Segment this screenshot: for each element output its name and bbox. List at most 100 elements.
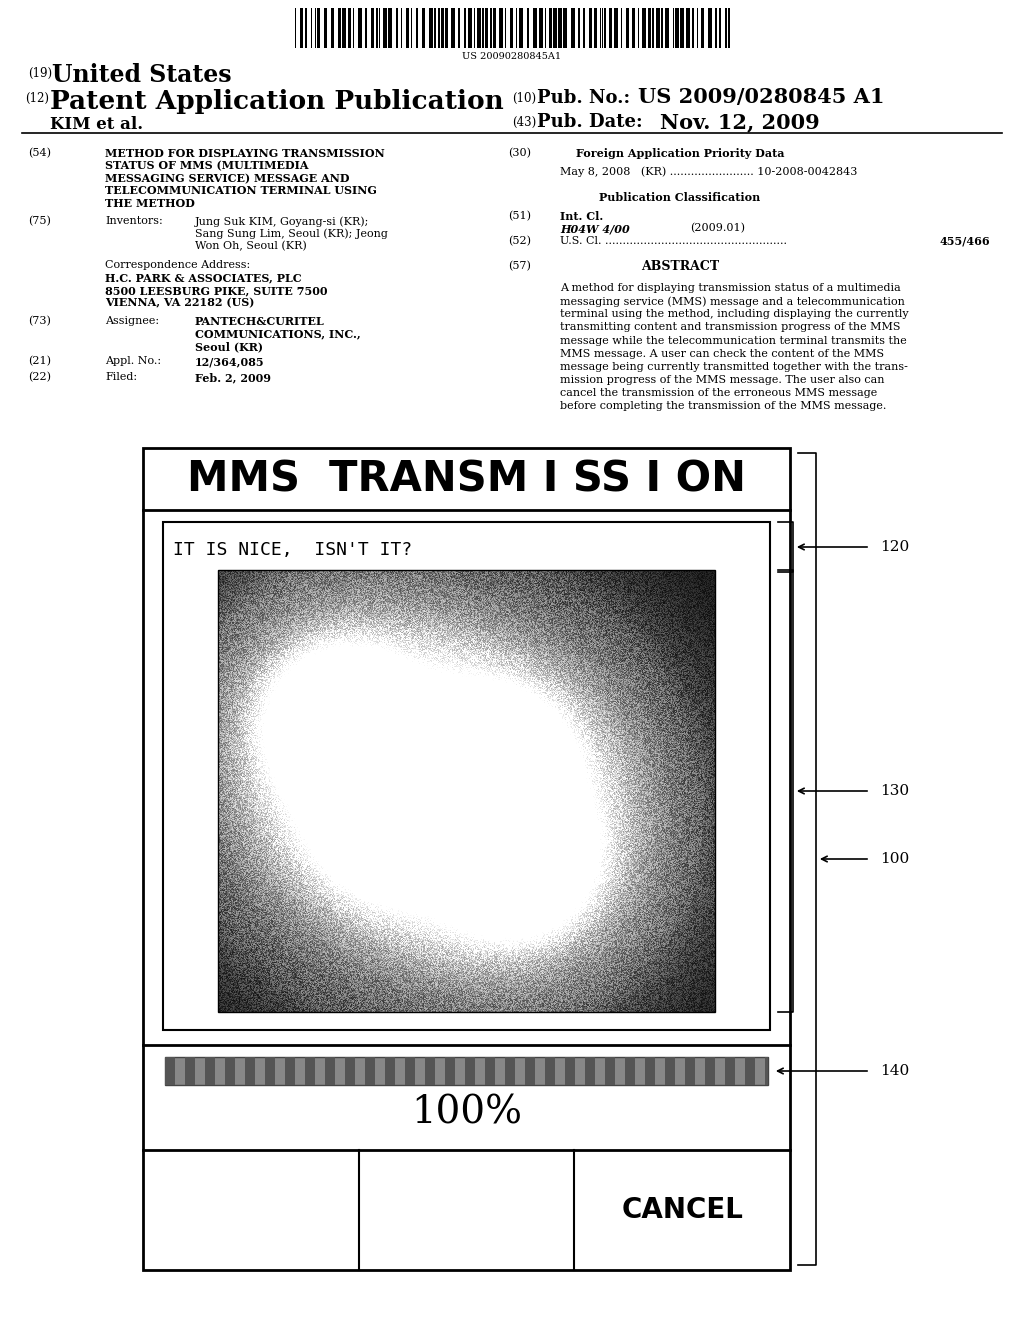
Bar: [505, 1057, 515, 1085]
Text: KIM et al.: KIM et al.: [50, 116, 143, 133]
Text: (22): (22): [28, 372, 51, 383]
Text: Jung Suk KIM, Goyang-si (KR);: Jung Suk KIM, Goyang-si (KR);: [195, 216, 370, 227]
Bar: [425, 1057, 435, 1085]
Text: (75): (75): [28, 216, 51, 226]
Text: 100: 100: [880, 851, 909, 866]
Text: MMS  TRANSM I SS I ON: MMS TRANSM I SS I ON: [187, 458, 746, 500]
Text: Foreign Application Priority Data: Foreign Application Priority Data: [575, 148, 784, 158]
Bar: [225, 1057, 234, 1085]
Text: Patent Application Publication: Patent Application Publication: [50, 88, 504, 114]
Text: Int. Cl.: Int. Cl.: [560, 210, 603, 222]
Bar: [285, 1057, 295, 1085]
Bar: [163, 521, 770, 1030]
Text: (51): (51): [508, 210, 531, 220]
Text: THE METHOD: THE METHOD: [105, 198, 195, 209]
Bar: [365, 1057, 375, 1085]
Text: 140: 140: [880, 1064, 909, 1078]
Text: US 2009/0280845 A1: US 2009/0280845 A1: [638, 87, 885, 107]
Text: VIENNA, VA 22182 (US): VIENNA, VA 22182 (US): [105, 297, 254, 309]
Bar: [185, 1057, 195, 1085]
Text: MMS message. A user can check the content of the MMS: MMS message. A user can check the conten…: [560, 348, 884, 359]
Bar: [685, 1057, 695, 1085]
Bar: [205, 1057, 215, 1085]
Text: STATUS OF MMS (MULTIMEDIA: STATUS OF MMS (MULTIMEDIA: [105, 161, 308, 172]
Text: METHOD FOR DISPLAYING TRANSMISSION: METHOD FOR DISPLAYING TRANSMISSION: [105, 148, 385, 158]
Text: Nov. 12, 2009: Nov. 12, 2009: [660, 112, 820, 132]
Bar: [605, 1057, 615, 1085]
Text: US 20090280845A1: US 20090280845A1: [463, 51, 561, 61]
Text: Pub. No.:: Pub. No.:: [537, 88, 630, 107]
Bar: [765, 1057, 768, 1085]
Bar: [385, 1057, 395, 1085]
Text: Sang Sung Lim, Seoul (KR); Jeong: Sang Sung Lim, Seoul (KR); Jeong: [195, 228, 388, 239]
Bar: [445, 1057, 455, 1085]
Text: U.S. Cl. ....................................................: U.S. Cl. ...............................…: [560, 235, 787, 246]
Text: (10): (10): [512, 92, 537, 106]
Text: May 8, 2008   (KR) ........................ 10-2008-0042843: May 8, 2008 (KR) .......................…: [560, 166, 857, 177]
Bar: [625, 1057, 635, 1085]
Text: (52): (52): [508, 235, 531, 246]
Text: 120: 120: [880, 540, 909, 554]
Text: TELECOMMUNICATION TERMINAL USING: TELECOMMUNICATION TERMINAL USING: [105, 186, 377, 197]
Text: (12): (12): [25, 92, 49, 106]
Bar: [585, 1057, 595, 1085]
Text: 455/466: 455/466: [939, 235, 990, 247]
Text: transmitting content and transmission progress of the MMS: transmitting content and transmission pr…: [560, 322, 900, 333]
Text: (54): (54): [28, 148, 51, 158]
Bar: [305, 1057, 315, 1085]
Text: terminal using the method, including displaying the currently: terminal using the method, including dis…: [560, 309, 908, 319]
Bar: [665, 1057, 675, 1085]
Text: (43): (43): [512, 116, 537, 129]
Bar: [705, 1057, 715, 1085]
Text: message while the telecommunication terminal transmits the: message while the telecommunication term…: [560, 335, 906, 346]
Bar: [245, 1057, 255, 1085]
Text: COMMUNICATIONS, INC.,: COMMUNICATIONS, INC.,: [195, 329, 360, 339]
Text: (73): (73): [28, 315, 51, 326]
Text: Filed:: Filed:: [105, 372, 137, 381]
Text: mission progress of the MMS message. The user also can: mission progress of the MMS message. The…: [560, 375, 885, 385]
Text: Publication Classification: Publication Classification: [599, 191, 761, 203]
Text: Pub. Date:: Pub. Date:: [537, 114, 643, 131]
Text: (2009.01): (2009.01): [690, 223, 745, 234]
Bar: [345, 1057, 355, 1085]
Text: message being currently transmitted together with the trans-: message being currently transmitted toge…: [560, 362, 908, 372]
Text: A method for displaying transmission status of a multimedia: A method for displaying transmission sta…: [560, 282, 901, 293]
Bar: [645, 1057, 655, 1085]
Text: 130: 130: [880, 784, 909, 799]
Bar: [143, 447, 790, 1270]
Text: United States: United States: [52, 63, 231, 87]
Text: 12/364,085: 12/364,085: [195, 356, 264, 367]
Bar: [565, 1057, 575, 1085]
Text: ABSTRACT: ABSTRACT: [641, 260, 719, 273]
Bar: [165, 1057, 768, 1085]
Bar: [525, 1057, 535, 1085]
Text: H04W 4/00: H04W 4/00: [560, 223, 630, 234]
Text: H.C. PARK & ASSOCIATES, PLC: H.C. PARK & ASSOCIATES, PLC: [105, 272, 302, 284]
Bar: [218, 570, 715, 1012]
Text: 100%: 100%: [411, 1094, 522, 1131]
Bar: [265, 1057, 275, 1085]
Text: Feb. 2, 2009: Feb. 2, 2009: [195, 372, 271, 383]
Bar: [406, 1057, 415, 1085]
Text: CANCEL: CANCEL: [622, 1196, 743, 1224]
Text: PANTECH&CURITEL: PANTECH&CURITEL: [195, 315, 325, 327]
Bar: [725, 1057, 735, 1085]
Bar: [485, 1057, 495, 1085]
Text: 8500 LEESBURG PIKE, SUITE 7500: 8500 LEESBURG PIKE, SUITE 7500: [105, 285, 328, 296]
Bar: [745, 1057, 755, 1085]
Text: (19): (19): [28, 67, 52, 81]
Bar: [165, 1057, 175, 1085]
Text: cancel the transmission of the erroneous MMS message: cancel the transmission of the erroneous…: [560, 388, 878, 399]
Text: Correspondence Address:: Correspondence Address:: [105, 260, 250, 271]
Bar: [465, 1057, 475, 1085]
Text: IT IS NICE,  ISN'T IT?: IT IS NICE, ISN'T IT?: [173, 541, 413, 558]
Text: Inventors:: Inventors:: [105, 216, 163, 226]
Text: before completing the transmission of the MMS message.: before completing the transmission of th…: [560, 401, 887, 411]
Text: (30): (30): [508, 148, 531, 158]
Text: (57): (57): [508, 260, 530, 271]
Text: Assignee:: Assignee:: [105, 315, 159, 326]
Bar: [325, 1057, 335, 1085]
Text: messaging service (MMS) message and a telecommunication: messaging service (MMS) message and a te…: [560, 296, 905, 306]
Text: Appl. No.:: Appl. No.:: [105, 356, 161, 366]
Bar: [545, 1057, 555, 1085]
